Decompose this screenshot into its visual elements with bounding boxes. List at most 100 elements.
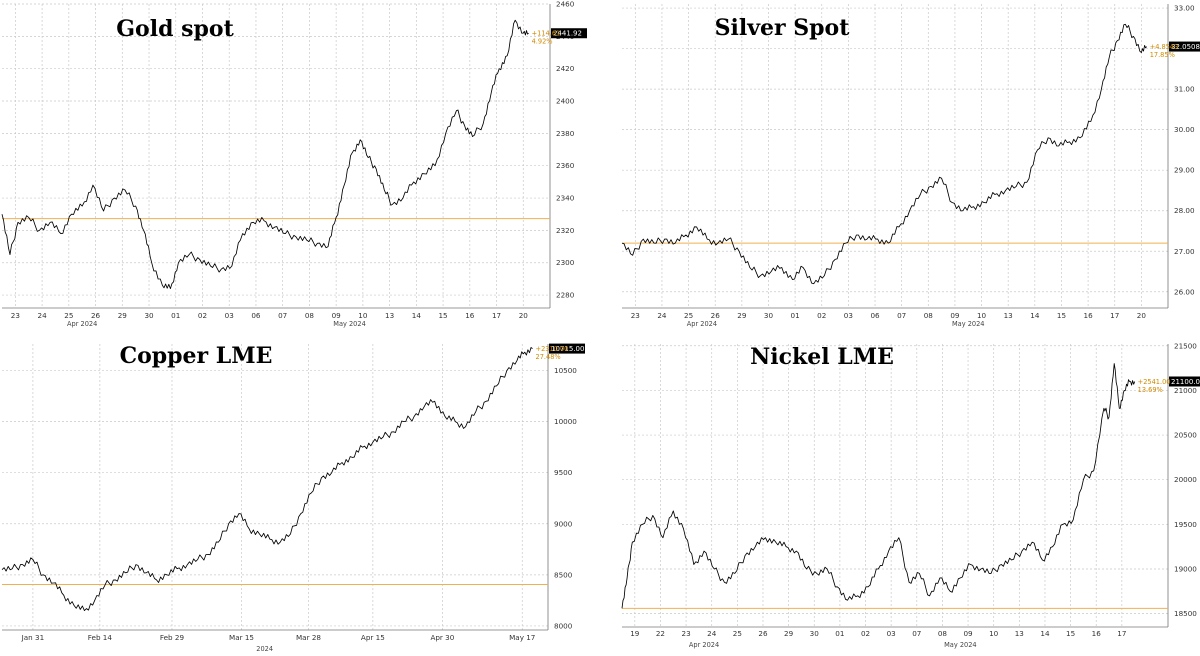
x-tick-label: 14: [412, 311, 422, 320]
x-tick-label: Feb 29: [160, 633, 185, 642]
x-tick-label: Apr 15: [361, 633, 385, 642]
x-tick-label: 07: [912, 629, 921, 638]
price-series-line: [1, 347, 533, 612]
y-tick-label: 21500: [1174, 341, 1197, 350]
x-tick-label: 02: [817, 311, 826, 320]
x-tick-label: 23: [682, 629, 691, 638]
x-tick-label: 03: [887, 629, 896, 638]
y-tick-label: 20500: [1174, 431, 1197, 440]
y-tick-label: 19000: [1174, 564, 1197, 573]
x-tick-label: 09: [332, 311, 342, 320]
y-tick-label: 8500: [554, 570, 573, 579]
gold-spot-chart-svg: 2280230023202340236023802400242024402460…: [1, 0, 587, 328]
x-period-label: 2024: [256, 645, 273, 653]
x-tick-label: 16: [1092, 629, 1102, 638]
y-tick-label: 10500: [554, 366, 577, 375]
x-period-label: May 2024: [333, 320, 366, 328]
y-tick-label: 2280: [556, 291, 575, 300]
copper-lme-chart-svg: 8000 8500 9000 9500 10000 10500 Jan 31 Feb 14 Fe…: [1, 343, 585, 653]
x-period-label: Apr 2024: [687, 320, 717, 328]
x-tick-label: 10: [977, 311, 987, 320]
nickel-lme-chart-svg: 18500 19000 19500 20000 20500 21000 21500 19 22 2…: [621, 341, 1200, 649]
x-tick-label: 17: [1117, 629, 1126, 638]
y-tick-label: 9000: [554, 519, 573, 528]
x-tick-label: 16: [465, 311, 475, 320]
x-tick-label: 20: [1137, 311, 1147, 320]
x-tick-label: 08: [305, 311, 315, 320]
x-tick-label: 26: [711, 311, 721, 320]
x-period-label: Apr 2024: [67, 320, 97, 328]
x-tick-label: 24: [657, 311, 667, 320]
price-series-line: [1, 19, 529, 290]
y-tick-label: 2320: [556, 226, 575, 235]
x-tick-label: Mar 15: [229, 633, 254, 642]
x-tick-label: 25: [733, 629, 742, 638]
x-tick-label: 10: [989, 629, 999, 638]
y-tick-label: 28.00: [1174, 206, 1195, 215]
x-tick-label: 13: [385, 311, 394, 320]
x-tick-label: 26: [758, 629, 768, 638]
x-tick-label: May 17: [509, 633, 535, 642]
x-period-label: May 2024: [944, 641, 977, 649]
x-period-label: May 2024: [952, 320, 985, 328]
x-tick-label: 13: [1004, 311, 1013, 320]
x-tick-label: 03: [844, 311, 853, 320]
y-tick-label: 8000: [554, 621, 573, 630]
y-tick-label: 2460: [556, 0, 575, 9]
x-tick-label: 01: [835, 629, 844, 638]
y-tick-label: 26.00: [1174, 287, 1195, 296]
silver-spot-chart-svg: 26.0027.0028.0029.0030.0031.0032.0033.00…: [621, 4, 1200, 328]
x-period-label: Apr 2024: [689, 641, 719, 649]
y-tick-label: 21000: [1174, 386, 1197, 395]
x-tick-label: 30: [810, 629, 820, 638]
x-tick-label: 30: [764, 311, 774, 320]
x-tick-label: 14: [1040, 629, 1050, 638]
last-value-tag: [1169, 41, 1200, 52]
x-tick-label: 25: [64, 311, 73, 320]
y-tick-label: 2340: [556, 194, 575, 203]
x-tick-label: 24: [707, 629, 717, 638]
y-tick-label: 19500: [1174, 520, 1197, 529]
x-tick-label: 06: [870, 311, 880, 320]
x-tick-label: 06: [251, 311, 261, 320]
x-tick-label: 15: [438, 311, 447, 320]
last-value-label: 10715.00: [551, 345, 584, 353]
nickel-lme-chart: 18500 19000 19500 20000 20500 21000 21500 19 22 2…: [616, 340, 1200, 656]
x-tick-label: 07: [897, 311, 906, 320]
x-tick-label: 15: [1066, 629, 1075, 638]
y-tick-label: 20000: [1174, 475, 1197, 484]
x-tick-label: 14: [1030, 311, 1040, 320]
x-tick-label: 03: [225, 311, 234, 320]
x-tick-label: 17: [492, 311, 501, 320]
change-percent-label: 27.48%: [536, 353, 561, 361]
x-tick-label: 23: [631, 311, 640, 320]
x-tick-label: 08: [924, 311, 934, 320]
last-value-label: 32.0508: [1171, 43, 1200, 51]
x-tick-label: 29: [737, 311, 747, 320]
x-tick-label: 20: [519, 311, 529, 320]
y-tick-label: 29.00: [1174, 166, 1195, 175]
y-tick-label: 9500: [554, 468, 573, 477]
last-value-tag: [551, 28, 587, 39]
copper-lme-chart: 8000 8500 9000 9500 10000 10500 Jan 31 Feb 14 Fe…: [0, 340, 596, 656]
change-absolute-label: +4.8543: [1150, 43, 1179, 51]
x-tick-label: 07: [278, 311, 287, 320]
last-value-label: 2441.92: [553, 30, 582, 38]
y-tick-label: 2400: [556, 97, 575, 106]
y-tick-label: 10000: [554, 417, 577, 426]
last-value-tag: [549, 343, 585, 354]
x-tick-label: 29: [784, 629, 794, 638]
x-tick-label: Jan 31: [21, 633, 45, 642]
x-tick-label: 02: [198, 311, 207, 320]
chart-title: Silver Spot: [715, 15, 851, 41]
x-tick-label: 16: [1084, 311, 1094, 320]
panel-divider-horizontal: [0, 331, 1200, 337]
change-percent-label: 13.69%: [1138, 386, 1163, 394]
chart-title: Nickel LME: [750, 344, 894, 370]
x-tick-label: 09: [950, 311, 960, 320]
chart-title: Gold spot: [116, 16, 234, 42]
change-absolute-label: +2310.00: [536, 345, 569, 353]
x-tick-label: 23: [11, 311, 20, 320]
x-tick-label: 26: [91, 311, 101, 320]
x-tick-label: Apr 30: [430, 633, 454, 642]
